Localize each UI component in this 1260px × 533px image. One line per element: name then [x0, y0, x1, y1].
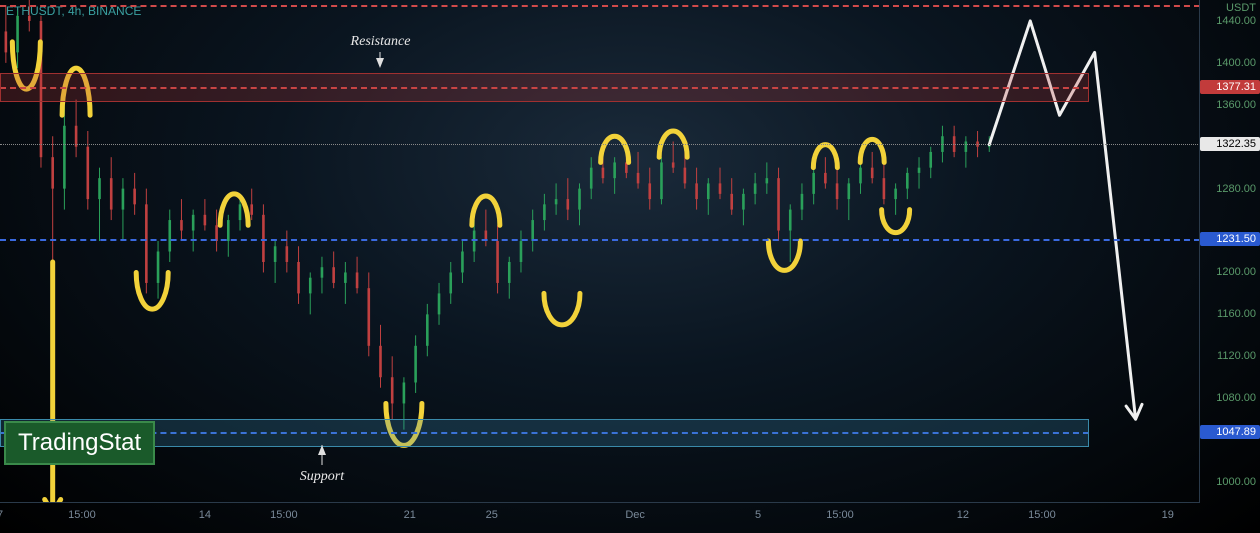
x-tick: 21	[404, 509, 416, 521]
x-tick: Dec	[625, 509, 645, 521]
annotation-label: Resistance	[351, 34, 411, 50]
x-tick: 25	[486, 509, 498, 521]
y-axis: USDT 1440.00 1400.00 1360.00 1280.00 1200.00…	[1199, 0, 1260, 503]
y-axis-unit: USDT	[1226, 2, 1256, 14]
y-price-badge: 1231.50	[1200, 232, 1260, 246]
y-price-badge: 1047.89	[1200, 425, 1260, 439]
horizontal-line	[0, 144, 1200, 145]
x-tick: 5	[755, 509, 761, 521]
horizontal-line	[0, 239, 1200, 241]
x-tick: 7	[0, 509, 3, 521]
y-tick: 1400.00	[1216, 57, 1256, 69]
annotation-label: Support	[300, 469, 344, 485]
y-tick: 1000.00	[1216, 476, 1256, 488]
x-tick: 15:00	[1028, 509, 1056, 521]
x-axis: 7 15:00 14 15:00 21 25 Dec 5 15:00 12 15:00 19	[0, 502, 1200, 533]
horizontal-line	[0, 5, 1200, 7]
annotation-arrow-head	[376, 58, 384, 68]
x-tick: 14	[199, 509, 211, 521]
x-tick: 15:00	[270, 509, 298, 521]
x-tick: 12	[957, 509, 969, 521]
y-tick: 1440.00	[1216, 15, 1256, 27]
annotation-arrow-head	[318, 445, 326, 455]
y-tick: 1280.00	[1216, 183, 1256, 195]
chart-container: ETHUSDT, 4h, BINANCE ResistanceSupport T…	[0, 0, 1260, 533]
y-tick: 1080.00	[1216, 392, 1256, 404]
x-tick: 15:00	[826, 509, 854, 521]
y-tick: 1360.00	[1216, 99, 1256, 111]
x-tick: 15:00	[68, 509, 96, 521]
y-price-badge: 1377.31	[1200, 80, 1260, 94]
watermark-badge: TradingStat	[4, 421, 155, 465]
x-tick: 19	[1162, 509, 1174, 521]
price-zone	[0, 73, 1089, 101]
y-price-badge: 1322.35	[1200, 137, 1260, 151]
plot-area[interactable]: ETHUSDT, 4h, BINANCE ResistanceSupport T…	[0, 0, 1200, 503]
y-tick: 1160.00	[1217, 308, 1256, 320]
price-zone	[0, 419, 1089, 447]
y-tick: 1200.00	[1216, 266, 1256, 278]
y-tick: 1120.00	[1217, 350, 1256, 362]
